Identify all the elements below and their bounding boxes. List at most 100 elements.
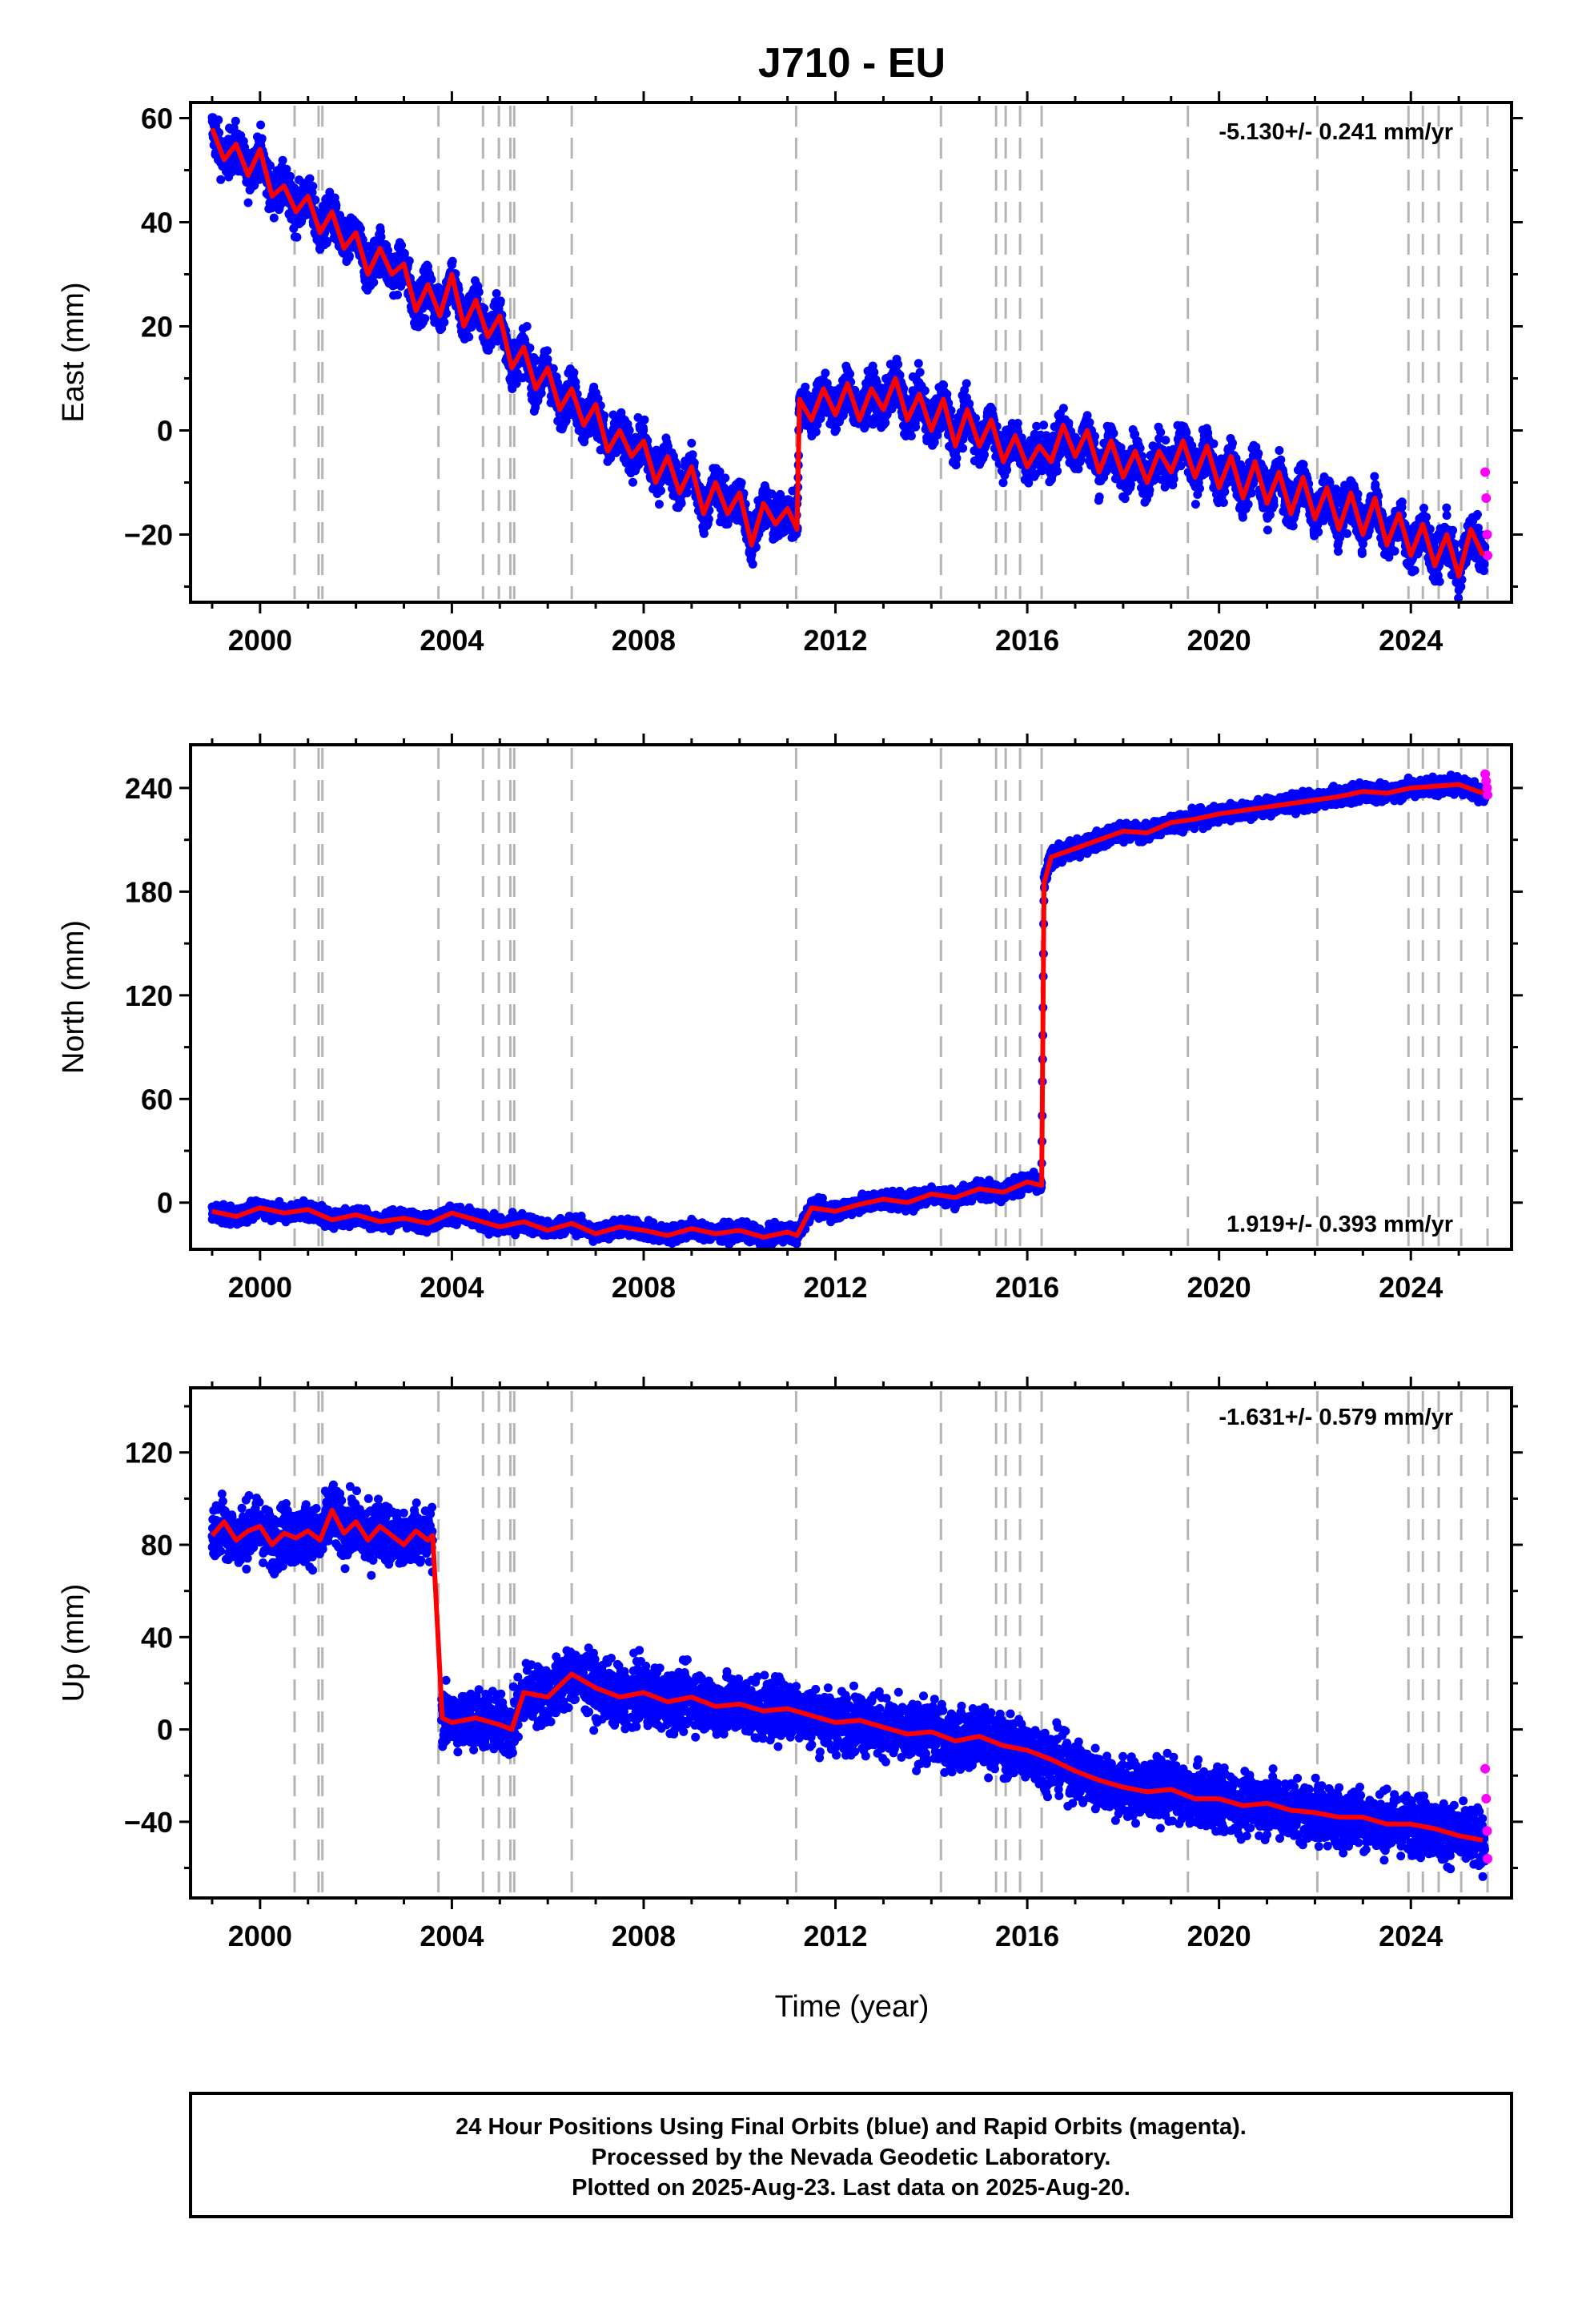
data-point	[1219, 498, 1228, 507]
data-point	[1002, 465, 1012, 475]
data-point	[424, 262, 432, 271]
data-point	[832, 424, 841, 434]
data-point	[699, 529, 709, 538]
final-orbit-points	[207, 113, 1490, 602]
data-point	[845, 369, 855, 379]
data-point	[1032, 421, 1042, 431]
data-point	[821, 368, 830, 378]
data-point	[1058, 404, 1068, 413]
data-point	[906, 431, 916, 440]
data-point	[525, 344, 535, 352]
data-point	[464, 332, 474, 342]
data-point	[687, 438, 697, 448]
data-point	[442, 308, 452, 318]
data-point	[1039, 420, 1049, 430]
data-point	[881, 418, 890, 428]
data-point	[240, 143, 250, 152]
data-point	[1024, 478, 1034, 488]
data-point	[369, 278, 379, 287]
data-point	[628, 477, 637, 487]
data-point	[216, 175, 226, 184]
data-point	[311, 195, 320, 205]
data-point	[654, 500, 664, 509]
data-point	[1126, 480, 1135, 489]
data-point	[331, 200, 341, 210]
data-point	[1090, 432, 1099, 441]
data-point	[278, 155, 287, 165]
data-point	[1209, 439, 1219, 448]
figure-title: J710 - EU	[758, 40, 946, 86]
data-point	[1263, 525, 1272, 535]
data-point	[1243, 500, 1253, 509]
data-point	[440, 318, 449, 327]
data-point	[448, 256, 457, 266]
data-point	[1247, 489, 1256, 498]
data-point	[286, 171, 295, 181]
data-point	[256, 120, 266, 130]
data-point	[980, 450, 989, 460]
data-point	[869, 368, 879, 377]
data-point	[1236, 460, 1246, 469]
data-point	[801, 382, 810, 392]
data-point	[427, 275, 436, 284]
data-point	[420, 314, 430, 324]
data-point	[895, 370, 905, 380]
data-point	[344, 251, 354, 261]
data-point	[952, 453, 962, 463]
data-point	[639, 425, 648, 435]
data-point	[355, 224, 365, 234]
data-point	[688, 450, 697, 460]
data-point	[257, 134, 267, 143]
data-point	[1064, 418, 1074, 428]
data-point	[942, 389, 952, 399]
data-point	[811, 427, 821, 436]
data-point	[593, 394, 603, 404]
data-point	[1031, 469, 1041, 479]
data-point	[1109, 428, 1118, 438]
data-point	[600, 411, 609, 420]
data-point	[640, 415, 649, 424]
data-point	[1013, 419, 1022, 428]
data-point	[1085, 418, 1094, 428]
data-point	[962, 379, 971, 388]
data-point	[960, 385, 970, 395]
data-point	[913, 359, 923, 368]
data-point	[1053, 466, 1062, 476]
data-point	[480, 304, 489, 313]
data-point	[911, 422, 921, 432]
data-point	[522, 322, 532, 331]
data-point	[767, 489, 777, 499]
data-point	[308, 182, 318, 191]
data-point	[656, 486, 665, 496]
data-point	[704, 514, 713, 524]
data-point	[920, 386, 930, 396]
data-point	[492, 289, 501, 298]
data-point	[677, 499, 686, 508]
data-point	[1074, 464, 1083, 474]
data-point	[1156, 428, 1166, 437]
data-point	[433, 283, 443, 292]
data-point	[715, 467, 725, 476]
data-point	[569, 368, 579, 377]
data-point	[1145, 485, 1154, 495]
data-point	[663, 441, 673, 451]
data-point	[404, 256, 414, 266]
data-point	[930, 437, 939, 447]
data-point	[1169, 474, 1178, 484]
data-point	[376, 232, 386, 242]
data-point	[543, 346, 552, 356]
data-point	[951, 460, 961, 470]
data-point	[1135, 444, 1145, 453]
data-point	[1276, 455, 1286, 464]
data-point	[243, 198, 253, 207]
data-point	[893, 360, 903, 369]
data-point	[1176, 461, 1186, 471]
data-point	[1265, 510, 1275, 520]
data-point	[1130, 429, 1140, 439]
data-point	[1275, 446, 1284, 455]
data-point	[1238, 513, 1247, 522]
data-point	[400, 249, 409, 258]
data-point	[1116, 443, 1126, 452]
data-point	[939, 380, 949, 390]
